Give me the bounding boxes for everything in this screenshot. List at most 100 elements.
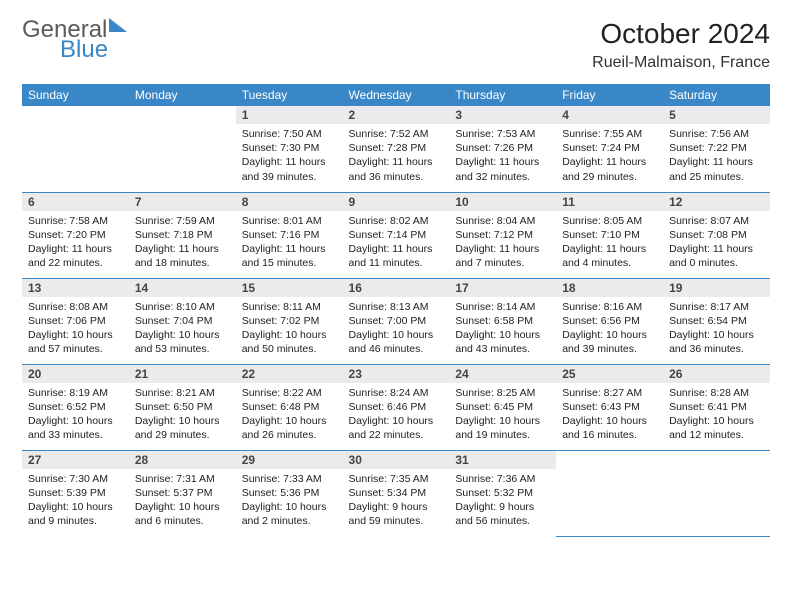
calendar-day-cell: 5Sunrise: 7:56 AMSunset: 7:22 PMDaylight…: [663, 106, 770, 192]
day-details: Sunrise: 7:59 AMSunset: 7:18 PMDaylight:…: [129, 211, 236, 277]
day-details: Sunrise: 8:07 AMSunset: 7:08 PMDaylight:…: [663, 211, 770, 277]
daylight-line: Daylight: 11 hours and 22 minutes.: [28, 242, 123, 270]
day-number: 26: [663, 365, 770, 383]
daylight-line: Daylight: 11 hours and 7 minutes.: [455, 242, 550, 270]
sunrise-line: Sunrise: 8:11 AM: [242, 300, 337, 314]
sunrise-line: Sunrise: 7:50 AM: [242, 127, 337, 141]
calendar-week-row: 13Sunrise: 8:08 AMSunset: 7:06 PMDayligh…: [22, 278, 770, 364]
sunset-line: Sunset: 7:12 PM: [455, 228, 550, 242]
sunrise-line: Sunrise: 8:19 AM: [28, 386, 123, 400]
logo: General Blue: [22, 18, 127, 62]
day-number: 27: [22, 451, 129, 469]
sunset-line: Sunset: 7:16 PM: [242, 228, 337, 242]
day-details: Sunrise: 7:53 AMSunset: 7:26 PMDaylight:…: [449, 124, 556, 190]
calendar-day-cell: 9Sunrise: 8:02 AMSunset: 7:14 PMDaylight…: [343, 192, 450, 278]
day-number: 8: [236, 193, 343, 211]
sunrise-line: Sunrise: 8:04 AM: [455, 214, 550, 228]
day-number: 20: [22, 365, 129, 383]
sunrise-line: Sunrise: 8:07 AM: [669, 214, 764, 228]
daylight-line: Daylight: 10 hours and 26 minutes.: [242, 414, 337, 442]
calendar-day-cell: 2Sunrise: 7:52 AMSunset: 7:28 PMDaylight…: [343, 106, 450, 192]
day-number: 7: [129, 193, 236, 211]
calendar-day-cell: 24Sunrise: 8:25 AMSunset: 6:45 PMDayligh…: [449, 364, 556, 450]
day-number: 14: [129, 279, 236, 297]
daylight-line: Daylight: 10 hours and 2 minutes.: [242, 500, 337, 528]
calendar-day-cell: 10 Sunrise: 8:04 AMSunset: 7:12 PMDayligh…: [449, 192, 556, 278]
title-block: October 2024 Rueil-Malmaison, France: [592, 18, 770, 72]
sunrise-line: Sunrise: 7:53 AM: [455, 127, 550, 141]
sunset-line: Sunset: 6:54 PM: [669, 314, 764, 328]
day-details: Sunrise: 7:36 AMSunset: 5:32 PMDaylight:…: [449, 469, 556, 535]
day-details: Sunrise: 8:16 AMSunset: 6:56 PMDaylight:…: [556, 297, 663, 363]
daylight-line: Daylight: 10 hours and 46 minutes.: [349, 328, 444, 356]
weekday-header: Monday: [129, 84, 236, 106]
calendar-day-cell: 3Sunrise: 7:53 AMSunset: 7:26 PMDaylight…: [449, 106, 556, 192]
calendar-empty-cell: [22, 106, 129, 192]
day-details: Sunrise: 8:05 AMSunset: 7:10 PMDaylight:…: [556, 211, 663, 277]
sunrise-line: Sunrise: 8:05 AM: [562, 214, 657, 228]
calendar-day-cell: 6Sunrise: 7:58 AMSunset: 7:20 PMDaylight…: [22, 192, 129, 278]
calendar-day-cell: 11Sunrise: 8:05 AMSunset: 7:10 PMDayligh…: [556, 192, 663, 278]
daylight-line: Daylight: 11 hours and 18 minutes.: [135, 242, 230, 270]
daylight-line: Daylight: 11 hours and 39 minutes.: [242, 155, 337, 183]
calendar-day-cell: 18Sunrise: 8:16 AMSunset: 6:56 PMDayligh…: [556, 278, 663, 364]
daylight-line: Daylight: 10 hours and 22 minutes.: [349, 414, 444, 442]
weekday-header: Saturday: [663, 84, 770, 106]
daylight-line: Daylight: 11 hours and 29 minutes.: [562, 155, 657, 183]
calendar-day-cell: 14Sunrise: 8:10 AMSunset: 7:04 PMDayligh…: [129, 278, 236, 364]
calendar-day-cell: 16Sunrise: 8:13 AMSunset: 7:00 PMDayligh…: [343, 278, 450, 364]
sunset-line: Sunset: 7:06 PM: [28, 314, 123, 328]
sunset-line: Sunset: 7:18 PM: [135, 228, 230, 242]
calendar-week-row: 27Sunrise: 7:30 AMSunset: 5:39 PMDayligh…: [22, 450, 770, 536]
calendar-week-row: 20Sunrise: 8:19 AMSunset: 6:52 PMDayligh…: [22, 364, 770, 450]
daylight-line: Daylight: 10 hours and 43 minutes.: [455, 328, 550, 356]
sunrise-line: Sunrise: 8:22 AM: [242, 386, 337, 400]
calendar-week-row: 6Sunrise: 7:58 AMSunset: 7:20 PMDaylight…: [22, 192, 770, 278]
day-number: 3: [449, 106, 556, 124]
day-details: Sunrise: 8:13 AMSunset: 7:00 PMDaylight:…: [343, 297, 450, 363]
weekday-header: Thursday: [449, 84, 556, 106]
day-details: Sunrise: 8:08 AMSunset: 7:06 PMDaylight:…: [22, 297, 129, 363]
daylight-line: Daylight: 11 hours and 4 minutes.: [562, 242, 657, 270]
calendar-day-cell: 22 Sunrise: 8:22 AMSunset: 6:48 PMDayligh…: [236, 364, 343, 450]
sunset-line: Sunset: 5:36 PM: [242, 486, 337, 500]
day-number: 22: [236, 365, 343, 383]
daylight-line: Daylight: 10 hours and 29 minutes.: [135, 414, 230, 442]
day-number: 10: [449, 193, 556, 211]
day-number: 5: [663, 106, 770, 124]
sunrise-line: Sunrise: 7:31 AM: [135, 472, 230, 486]
calendar-day-cell: 25Sunrise: 8:27 AMSunset: 6:43 PMDayligh…: [556, 364, 663, 450]
calendar-day-cell: 30Sunrise: 7:35 AMSunset: 5:34 PMDayligh…: [343, 450, 450, 536]
day-details: Sunrise: 8:01 AMSunset: 7:16 PMDaylight:…: [236, 211, 343, 277]
calendar-empty-cell: [663, 450, 770, 536]
calendar-day-cell: 23Sunrise: 8:24 AMSunset: 6:46 PMDayligh…: [343, 364, 450, 450]
sunset-line: Sunset: 6:56 PM: [562, 314, 657, 328]
sunrise-line: Sunrise: 7:52 AM: [349, 127, 444, 141]
calendar-empty-cell: [556, 450, 663, 536]
calendar-day-cell: 17Sunrise: 8:14 AMSunset: 6:58 PMDayligh…: [449, 278, 556, 364]
daylight-line: Daylight: 10 hours and 16 minutes.: [562, 414, 657, 442]
day-number: 29: [236, 451, 343, 469]
day-details: Sunrise: 8:17 AMSunset: 6:54 PMDaylight:…: [663, 297, 770, 363]
daylight-line: Daylight: 11 hours and 11 minutes.: [349, 242, 444, 270]
daylight-line: Daylight: 10 hours and 12 minutes.: [669, 414, 764, 442]
day-details: Sunrise: 8:11 AMSunset: 7:02 PMDaylight:…: [236, 297, 343, 363]
day-number: 17: [449, 279, 556, 297]
sunrise-line: Sunrise: 8:27 AM: [562, 386, 657, 400]
day-details: Sunrise: 8:24 AMSunset: 6:46 PMDaylight:…: [343, 383, 450, 449]
sunrise-line: Sunrise: 8:01 AM: [242, 214, 337, 228]
sunset-line: Sunset: 5:37 PM: [135, 486, 230, 500]
month-title: October 2024: [592, 18, 770, 50]
sunset-line: Sunset: 6:41 PM: [669, 400, 764, 414]
sunset-line: Sunset: 6:45 PM: [455, 400, 550, 414]
sunset-line: Sunset: 6:48 PM: [242, 400, 337, 414]
daylight-line: Daylight: 11 hours and 25 minutes.: [669, 155, 764, 183]
logo-word2: Blue: [60, 38, 108, 62]
sunrise-line: Sunrise: 7:33 AM: [242, 472, 337, 486]
sunset-line: Sunset: 7:20 PM: [28, 228, 123, 242]
sunset-line: Sunset: 7:26 PM: [455, 141, 550, 155]
calendar-day-cell: 7Sunrise: 7:59 AMSunset: 7:18 PMDaylight…: [129, 192, 236, 278]
sunrise-line: Sunrise: 8:25 AM: [455, 386, 550, 400]
daylight-line: Daylight: 10 hours and 39 minutes.: [562, 328, 657, 356]
day-number: 23: [343, 365, 450, 383]
